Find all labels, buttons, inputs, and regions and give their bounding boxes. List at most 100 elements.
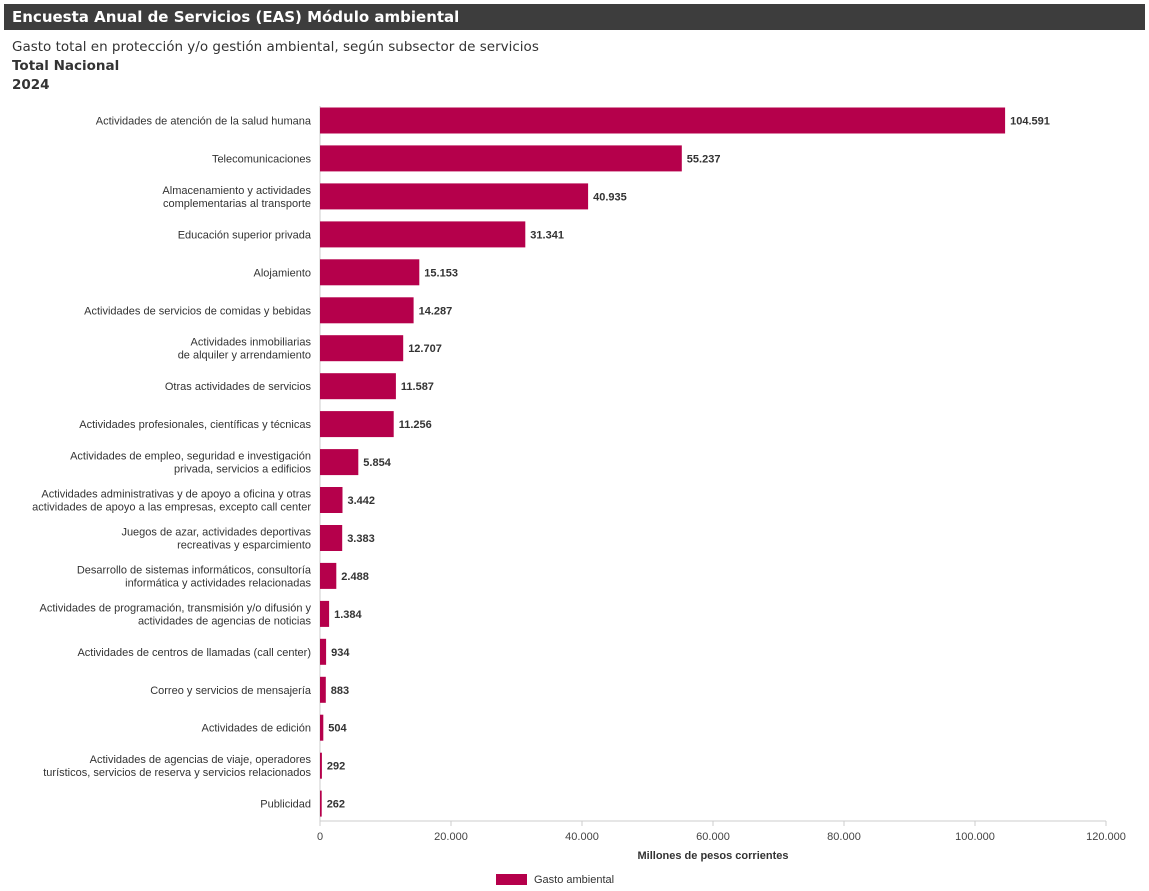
category-label: Juegos de azar, actividades deportivas re…	[121, 527, 311, 552]
category-label-line: Telecomunicaciones	[212, 153, 312, 165]
data-label: 11.587	[401, 381, 434, 393]
category-label-line: complementarias al transporte	[163, 198, 311, 210]
bar	[320, 714, 324, 741]
data-label: 40.935	[593, 191, 627, 203]
category-label: Actividades de centros de llamadas (call…	[77, 647, 311, 659]
bar	[320, 562, 337, 589]
page-title: Encuesta Anual de Servicios (EAS) Módulo…	[12, 8, 460, 26]
x-tick-label: 0	[317, 831, 323, 843]
category-label: Actividades de servicios de comidas y be…	[84, 305, 311, 317]
category-label-line: Actividades de centros de llamadas (call…	[77, 647, 311, 659]
category-label-line: Publicidad	[260, 799, 311, 811]
category-label-line: Actividades de agencias de viaje, operad…	[90, 754, 312, 766]
year-label: 2024	[12, 77, 50, 93]
category-label-line: Actividades de edición	[202, 723, 311, 735]
category-label-line: actividades de apoyo a las empresas, exc…	[32, 502, 311, 514]
category-label: Actividades profesionales, científicas y…	[79, 419, 311, 431]
data-label: 12.707	[408, 343, 442, 355]
data-label: 3.383	[347, 533, 375, 545]
bar	[320, 449, 359, 476]
category-label: Publicidad	[260, 799, 311, 811]
category-label: Actividades de atención de la salud huma…	[96, 116, 312, 128]
x-tick-label: 20.000	[434, 831, 468, 843]
category-label-line: Correo y servicios de mensajería	[150, 685, 312, 697]
bar	[320, 183, 589, 210]
category-label-line: informática y actividades relacionadas	[125, 577, 311, 589]
category-label-line: Educación superior privada	[178, 229, 312, 241]
bar	[320, 487, 343, 513]
x-axis-title: Millones de pesos corrientes	[638, 850, 789, 862]
legend: Gasto ambiental	[496, 874, 614, 886]
category-label: Telecomunicaciones	[212, 153, 312, 165]
category-label: Actividades de empleo, seguridad e inves…	[70, 451, 311, 476]
bar	[320, 145, 682, 172]
category-label: Otras actividades de servicios	[165, 381, 312, 393]
data-label: 1.384	[334, 609, 362, 621]
category-label: Desarrollo de sistemas informáticos, con…	[77, 564, 312, 589]
bar	[320, 221, 526, 248]
category-label-line: Actividades inmobiliarias	[191, 337, 312, 349]
category-label-line: Alojamiento	[254, 267, 311, 279]
data-label: 14.287	[419, 305, 453, 317]
chart-subtitle: Gasto total en protección y/o gestión am…	[12, 39, 539, 55]
x-tick-label: 80.000	[827, 831, 861, 843]
bar	[320, 335, 404, 362]
category-label-line: Actividades de programación, transmisión…	[40, 602, 312, 614]
legend-swatch	[496, 874, 527, 885]
data-label: 15.153	[424, 267, 458, 279]
legend-label: Gasto ambiental	[534, 874, 614, 886]
category-label: Almacenamiento y actividades complementar…	[162, 185, 311, 210]
category-label-line: de alquiler y arrendamiento	[178, 350, 311, 362]
data-label: 104.591	[1010, 116, 1050, 128]
category-label: Actividades de programación, transmisión…	[40, 602, 312, 627]
data-label: 3.442	[348, 495, 376, 507]
category-label-line: recreativas y esparcimiento	[177, 540, 311, 552]
category-label-line: Actividades de servicios de comidas y be…	[84, 305, 311, 317]
bar	[320, 752, 322, 779]
x-tick-label: 120.000	[1086, 831, 1126, 843]
data-label: 262	[327, 799, 345, 811]
category-label-line: Actividades de atención de la salud huma…	[96, 116, 312, 128]
category-label-line: Actividades de empleo, seguridad e inves…	[70, 451, 311, 463]
bar	[320, 259, 420, 286]
category-label-line: privada, servicios a edificios	[174, 464, 311, 476]
category-label-line: turísticos, servicios de reserva y servi…	[43, 767, 311, 779]
x-tick-label: 40.000	[565, 831, 599, 843]
category-label-line: Desarrollo de sistemas informáticos, con…	[77, 564, 312, 576]
bar	[320, 790, 322, 817]
data-label: 883	[331, 685, 349, 697]
category-label: Actividades de agencias de viaje, operad…	[43, 754, 311, 779]
bar	[320, 297, 414, 324]
x-tick-label: 100.000	[955, 831, 995, 843]
data-label: 934	[331, 647, 350, 659]
category-label-line: Otras actividades de servicios	[165, 381, 312, 393]
category-label: Alojamiento	[254, 267, 311, 279]
category-label: Educación superior privada	[178, 229, 312, 241]
data-label: 5.854	[363, 457, 391, 469]
category-label: Actividades administrativas y de apoyo a…	[32, 489, 311, 514]
bar	[320, 676, 326, 703]
data-label: 2.488	[341, 571, 369, 583]
region-label: Total Nacional	[12, 58, 120, 74]
category-label-line: Actividades profesionales, científicas y…	[79, 419, 311, 431]
category-label-line: actividades de agencias de noticias	[138, 615, 312, 627]
category-label-line: Almacenamiento y actividades	[162, 185, 311, 197]
bar	[320, 525, 343, 551]
bar	[320, 373, 396, 400]
data-label: 504	[328, 723, 347, 735]
category-label: Actividades inmobiliarias de alquiler y a…	[178, 337, 312, 362]
data-label: 31.341	[530, 229, 564, 241]
data-label: 11.256	[399, 419, 432, 431]
bar	[320, 600, 330, 627]
category-label: Correo y servicios de mensajería	[150, 685, 312, 697]
bar	[320, 107, 1006, 134]
bar	[320, 638, 327, 665]
category-label-line: Actividades administrativas y de apoyo a…	[41, 489, 311, 501]
category-label: Actividades de edición	[202, 723, 311, 735]
title-banner: Encuesta Anual de Servicios (EAS) Módulo…	[4, 4, 1145, 30]
x-tick-label: 60.000	[696, 831, 730, 843]
data-label: 292	[327, 761, 345, 773]
bar	[320, 411, 394, 438]
category-label-line: Juegos de azar, actividades deportivas	[121, 527, 311, 539]
